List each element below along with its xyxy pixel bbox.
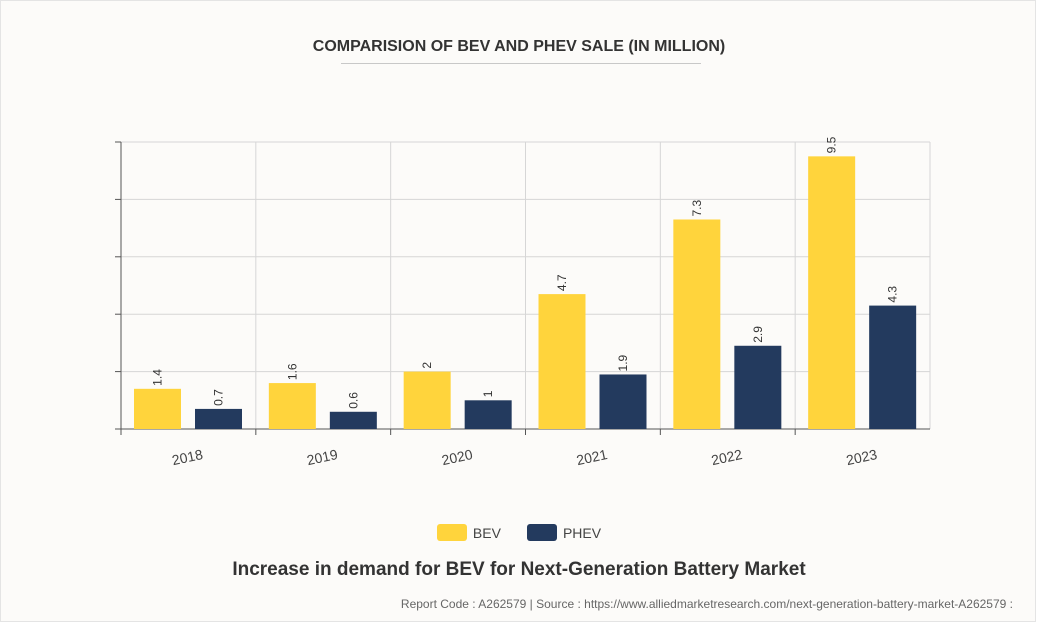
data-label: 0.6 bbox=[346, 392, 360, 409]
legend-item-bev[interactable]: BEV bbox=[436, 524, 501, 541]
data-label: 7.3 bbox=[690, 199, 704, 216]
legend-label-phev: PHEV bbox=[562, 524, 602, 541]
legend: BEV PHEV bbox=[1, 524, 1037, 541]
data-label: 4.7 bbox=[555, 274, 569, 291]
x-tick-label: 2020 bbox=[440, 446, 474, 468]
data-label: 1.9 bbox=[616, 354, 630, 371]
data-label: 1 bbox=[481, 390, 495, 397]
data-label: 2 bbox=[420, 362, 434, 369]
x-tick-label: 2018 bbox=[170, 446, 204, 468]
chart-caption: Increase in demand for BEV for Next-Gene… bbox=[232, 559, 806, 580]
legend-item-phev[interactable]: PHEV bbox=[526, 524, 602, 541]
bar-bev-2020 bbox=[403, 371, 451, 429]
bar-bev-2022 bbox=[673, 219, 721, 429]
bar-chart: 2018 1.4 0.7 2019 1.6 0.6 2020 2 1 2021 4.7 1.9 2022… bbox=[115, 136, 931, 468]
chart-title: COMPARISION OF BEV AND PHEV SALE (IN MIL… bbox=[312, 38, 726, 55]
legend-swatch-bev bbox=[436, 524, 467, 541]
bar-phev-2021 bbox=[599, 374, 647, 429]
bar-phev-2022 bbox=[734, 345, 782, 429]
bar-phev-2020 bbox=[464, 400, 512, 429]
data-label: 4.3 bbox=[886, 286, 900, 303]
x-tick-label: 2022 bbox=[710, 446, 744, 468]
source-footer: Report Code : A262579 | Source : https:/… bbox=[400, 597, 1013, 611]
bar-bev-2023 bbox=[808, 156, 856, 429]
data-label: 9.5 bbox=[825, 136, 839, 153]
bar-bev-2018 bbox=[134, 388, 181, 429]
x-tick-label: 2023 bbox=[845, 446, 879, 468]
data-label: 1.6 bbox=[285, 363, 299, 380]
x-tick-label: 2021 bbox=[575, 446, 609, 468]
bar-phev-2018 bbox=[195, 408, 242, 429]
title-underline bbox=[341, 63, 701, 64]
x-tick-label: 2019 bbox=[305, 446, 339, 468]
legend-swatch-phev bbox=[526, 524, 557, 541]
data-label: 1.4 bbox=[151, 369, 165, 386]
bar-phev-2023 bbox=[869, 305, 917, 429]
data-label: 0.7 bbox=[212, 389, 226, 406]
bar-bev-2019 bbox=[268, 383, 316, 429]
data-label: 2.9 bbox=[751, 326, 765, 343]
bar-phev-2019 bbox=[329, 411, 377, 429]
legend-label-bev: BEV bbox=[472, 524, 501, 541]
bar-bev-2021 bbox=[538, 294, 586, 429]
